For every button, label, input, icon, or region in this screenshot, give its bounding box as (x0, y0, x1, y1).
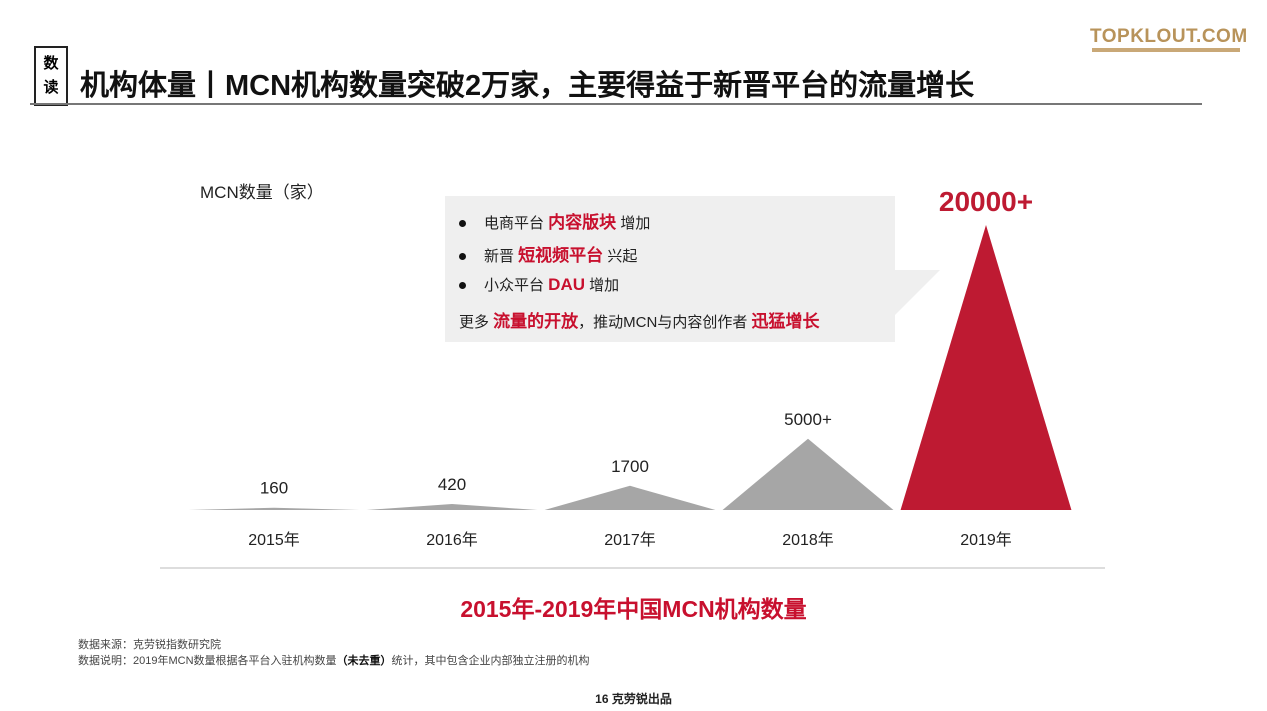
text-segment: 数据来源：克劳锐指数研究院 (78, 639, 221, 651)
text-segment: 增加 (616, 215, 651, 232)
callout-box: 电商平台 内容版块 增加 新晋 短视频平台 兴起 小众平台 DAU 增加 更多 流量的… (445, 196, 895, 342)
text-segment: ，推动MCN与内容创作者 (578, 314, 752, 331)
x-tick-label: 2016年 (426, 531, 478, 549)
callout-line: 电商平台 内容版块 增加 (459, 208, 650, 233)
note-line: 数据说明：2019年MCN数量根据各平台入驻机构数量（未去重）统计，其中包含企业… (78, 653, 590, 669)
y-axis-label: MCN数量（家） (200, 183, 324, 202)
value-label: 1700 (611, 457, 649, 476)
highlight-text: DAU (548, 275, 586, 294)
x-tick-label: 2015年 (248, 531, 300, 549)
text-segment: 增加 (585, 277, 620, 294)
bullet (459, 281, 466, 289)
bullet (459, 219, 466, 227)
value-label: 160 (260, 479, 288, 498)
notes: 数据来源：克劳锐指数研究院数据说明：2019年MCN数量根据各平台入驻机构数量（… (78, 637, 590, 669)
chart-title: 2015年-2019年中国MCN机构数量 (460, 596, 807, 622)
text-segment: 统计，其中包含企业内部独立注册的机构 (391, 655, 590, 667)
value-label: 5000+ (784, 410, 832, 429)
logo: TOPKLOUT.COM (1090, 26, 1248, 47)
chart-rule (160, 567, 1105, 569)
triangle-bar (366, 504, 538, 510)
x-tick-label: 2018年 (782, 531, 834, 549)
triangle-bar (900, 225, 1072, 510)
text-segment: 新晋 (484, 248, 519, 265)
text-segment: 兴起 (603, 248, 638, 265)
text-segment: 更多 (459, 314, 494, 331)
x-tick-label: 2019年 (960, 531, 1012, 549)
value-label: 20000+ (939, 186, 1033, 217)
tag-char: 读 (43, 79, 59, 96)
highlight-text: 迅猛增长 (751, 312, 820, 331)
highlight-text: 内容版块 (548, 213, 617, 232)
callout-line: 小众平台 DAU 增加 (459, 274, 619, 295)
highlight-text: 短视频平台 (518, 246, 604, 265)
section-tag: 数 读 (34, 46, 68, 106)
bullet (459, 252, 466, 260)
text-segment: 电商平台 (484, 215, 549, 232)
x-tick-label: 2017年 (604, 531, 656, 549)
callout-line: 新晋 短视频平台 兴起 (459, 241, 637, 266)
note-line: 数据来源：克劳锐指数研究院 (78, 637, 590, 653)
triangle-bar (722, 438, 894, 510)
tag-char: 数 (43, 55, 59, 72)
slide-title: 机构体量丨MCN机构数量突破2万家，主要得益于新晋平台的流量增长 (80, 70, 975, 102)
text-segment: 数据说明：2019年MCN数量根据各平台入驻机构数量 (78, 655, 337, 667)
highlight-text: （未去重） (336, 655, 392, 667)
footer: 16 克劳锐出品 (595, 692, 672, 706)
title-rule (30, 103, 1202, 105)
callout-line: 更多 流量的开放，推动MCN与内容创作者 迅猛增长 (459, 307, 820, 332)
text-segment: 小众平台 (484, 277, 549, 294)
logo-bar (1092, 48, 1240, 52)
triangle-bar (544, 485, 716, 510)
triangle-bar (188, 507, 360, 510)
value-label: 420 (438, 475, 466, 494)
highlight-text: 流量的开放 (493, 312, 579, 331)
callout-pointer (895, 270, 940, 315)
